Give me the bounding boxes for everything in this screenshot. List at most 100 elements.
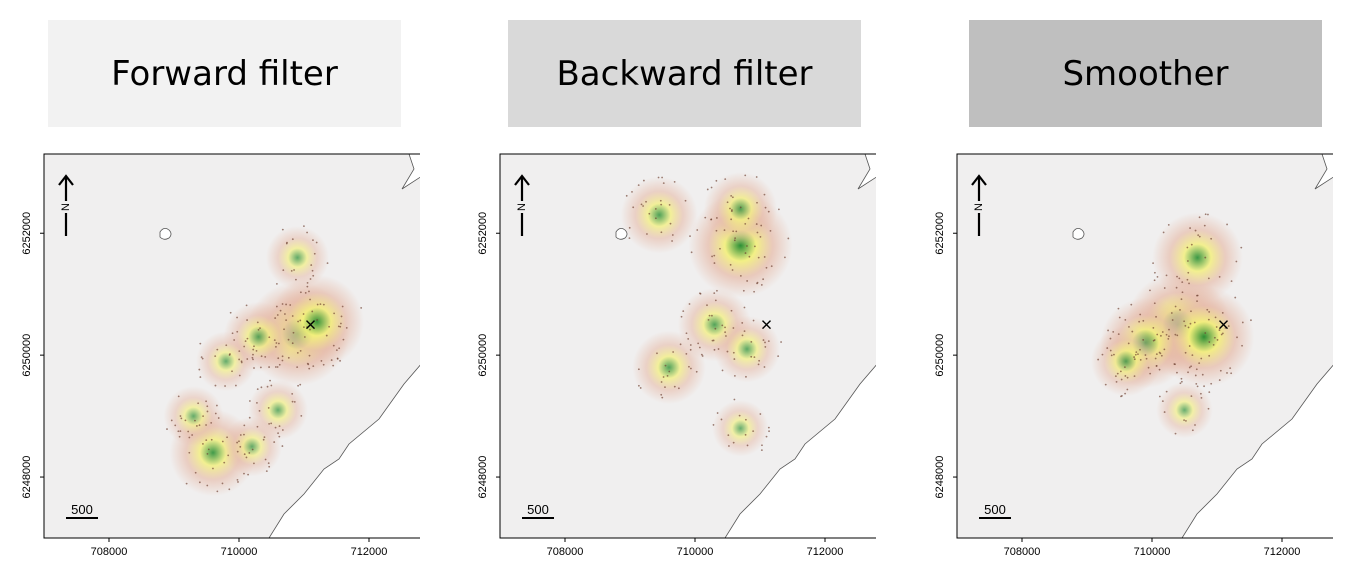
- north-label: N: [60, 203, 72, 211]
- particle-point: [721, 369, 724, 372]
- particle-point: [1153, 279, 1156, 282]
- particle-point: [1152, 262, 1154, 265]
- particle-point: [1234, 296, 1237, 299]
- particle-point: [659, 199, 662, 202]
- particle-point: [723, 229, 726, 231]
- particle-point: [274, 426, 277, 429]
- particle-point: [687, 338, 690, 340]
- particle-point: [174, 424, 177, 427]
- particle-point: [243, 424, 246, 427]
- particle-point: [787, 237, 790, 240]
- particle-point: [732, 441, 735, 444]
- particle-point: [345, 327, 348, 329]
- particle-point: [263, 436, 266, 439]
- particle-point: [719, 247, 721, 250]
- particle-point: [1176, 275, 1178, 278]
- particle-point: [210, 438, 213, 441]
- particle-point: [1163, 411, 1166, 413]
- particle-point: [1195, 382, 1198, 385]
- particle-point: [1128, 325, 1130, 328]
- particle-point: [328, 325, 331, 328]
- particle-point: [303, 336, 306, 338]
- particle-point: [236, 441, 239, 444]
- density-hotspot: [1152, 212, 1243, 303]
- particle-point: [1174, 305, 1177, 308]
- particle-point: [684, 199, 687, 202]
- particle-point: [237, 481, 239, 483]
- particle-point: [200, 356, 203, 359]
- particle-point: [654, 217, 657, 220]
- particle-point: [306, 281, 309, 284]
- particle-point: [711, 255, 713, 258]
- particle-point: [756, 231, 759, 234]
- particle-point: [244, 340, 247, 343]
- particle-point: [268, 366, 270, 368]
- particle-point: [253, 345, 255, 348]
- particle-point: [764, 346, 767, 348]
- particle-point: [311, 310, 314, 313]
- particle-point: [265, 470, 268, 473]
- particle-point: [628, 226, 631, 229]
- panel-smoother: N 500 708000 710000 712000 6248000 6250000 6252…: [913, 140, 1348, 568]
- particle-point: [306, 362, 309, 365]
- particle-point: [266, 385, 269, 388]
- particle-point: [338, 347, 341, 350]
- particle-point: [255, 349, 258, 352]
- particle-point: [198, 368, 201, 371]
- particle-point: [637, 368, 640, 371]
- particle-point: [257, 328, 260, 331]
- particle-point: [1184, 351, 1187, 354]
- particle-point: [760, 224, 763, 227]
- particle-point: [1218, 379, 1221, 381]
- particle-point: [759, 235, 762, 238]
- particle-point: [744, 418, 747, 421]
- particle-point: [297, 384, 299, 387]
- particle-point: [270, 384, 273, 387]
- particle-point: [185, 482, 188, 485]
- particle-point: [309, 278, 312, 280]
- particle-point: [645, 200, 647, 203]
- particle-point: [713, 292, 716, 295]
- particle-point: [326, 262, 329, 265]
- particle-point: [1165, 333, 1168, 336]
- particle-point: [666, 374, 669, 377]
- y-tick-label: 6250000: [477, 334, 489, 377]
- particle-point: [765, 435, 768, 438]
- particle-point: [206, 484, 209, 487]
- particle-point: [720, 418, 723, 421]
- particle-point: [248, 416, 251, 419]
- particle-point: [1147, 366, 1150, 369]
- particle-point: [216, 490, 219, 493]
- particle-point: [341, 305, 344, 308]
- particle-point: [1204, 213, 1207, 216]
- particle-point: [313, 252, 316, 255]
- particle-point: [285, 242, 288, 245]
- particle-point: [699, 292, 701, 295]
- particle-point: [277, 432, 279, 435]
- particle-point: [712, 339, 715, 342]
- particle-point: [1208, 391, 1211, 394]
- particle-point: [1215, 326, 1218, 328]
- particle-point: [646, 233, 648, 235]
- particle-point: [277, 357, 280, 360]
- density-hotspot: [1156, 381, 1213, 439]
- particle-point: [1195, 368, 1198, 371]
- particle-point: [664, 386, 666, 389]
- header-backward-filter: Backward filter: [508, 20, 861, 127]
- particle-point: [637, 384, 640, 387]
- particle-point: [1165, 390, 1168, 393]
- x-tick-label: 708000: [1004, 546, 1041, 558]
- particle-point: [1180, 298, 1183, 301]
- particle-point: [1198, 362, 1201, 364]
- particle-point: [259, 327, 261, 329]
- particle-point: [750, 340, 753, 343]
- particle-point: [311, 269, 314, 272]
- particle-point: [726, 350, 729, 353]
- particle-point: [657, 176, 660, 179]
- particle-point: [1186, 260, 1189, 262]
- particle-point: [1181, 291, 1184, 294]
- particle-point: [184, 419, 187, 422]
- x-tick-label: 708000: [547, 546, 584, 558]
- particle-point: [293, 269, 295, 271]
- particle-point: [256, 321, 259, 324]
